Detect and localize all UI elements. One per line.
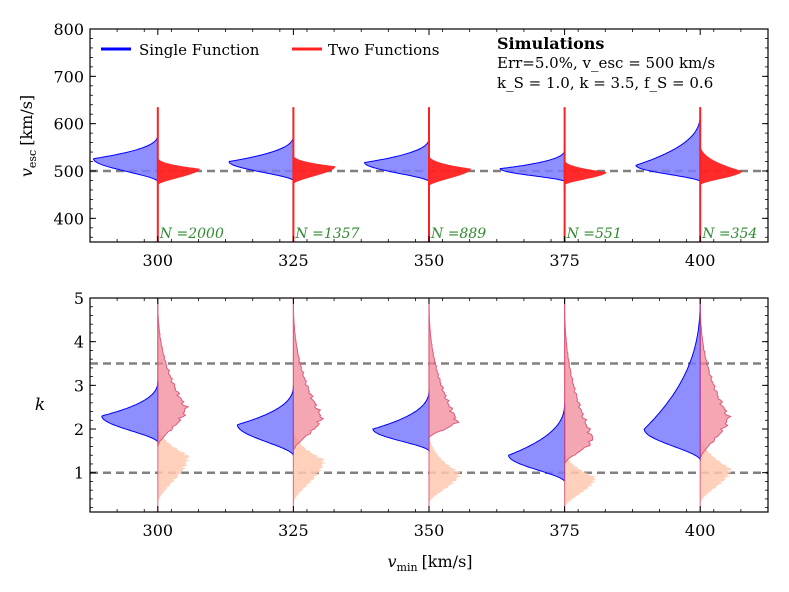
n-count-label: N =889 (430, 226, 486, 242)
violin-small-component (157, 420, 191, 504)
violin-single-function (101, 380, 159, 443)
xlabel-main: v (387, 552, 396, 571)
x-tick-label: 375 (549, 251, 580, 270)
annotation-line-2: k_S = 1.0, k = 3.5, f_S = 0.6 (497, 74, 713, 92)
xlabel-sub: min (397, 561, 418, 574)
x-tick-label: 300 (143, 521, 174, 540)
violin-single-function (635, 114, 701, 182)
xlabel-unit: [km/s] (422, 552, 473, 571)
x-tick-label: 400 (685, 521, 716, 540)
violin-single-function (499, 149, 566, 182)
violin-small-component (564, 446, 597, 508)
violin-small-component (429, 429, 461, 504)
annotation-title: Simulations (497, 34, 604, 53)
violin-two-functions (292, 298, 325, 452)
annotation-line-1: Err=5.0%, v_esc = 500 km/s (497, 54, 715, 72)
violin-two-functions (293, 154, 336, 185)
violin-single-function (643, 298, 701, 462)
n-count-label: N =1357 (294, 226, 359, 242)
violin-two-functions (157, 156, 200, 186)
x-tick-label: 325 (278, 521, 309, 540)
violin-single-function (372, 389, 430, 453)
violin-single-function (364, 137, 430, 182)
top-panel: N =2000 N =1357 N =889 N =551 N =354 400 500 60… (53, 20, 769, 270)
bottom-ylabel: k (35, 395, 45, 415)
y-tick-label: 600 (53, 115, 84, 134)
n-count-label: N =2000 (159, 226, 224, 242)
top-ylabel-main: v (17, 168, 36, 177)
y-tick-label: 700 (53, 67, 84, 86)
violin-single-function (228, 135, 294, 182)
violin-two-functions (699, 298, 732, 460)
y-tick-label: 3 (74, 376, 84, 395)
top-ylabel-unit: [km/s] (17, 95, 36, 146)
x-tick-label: 400 (685, 251, 716, 270)
y-tick-label: 800 (53, 20, 84, 39)
top-ylabel-sub: esc (26, 150, 39, 168)
violin-single-function (92, 134, 159, 182)
violin-two-functions (428, 298, 460, 440)
violin-two-functions (429, 154, 471, 187)
y-tick-label: 2 (74, 420, 84, 439)
y-tick-label: 400 (53, 209, 84, 228)
bottom-panel: 1 2 3 4 5 300 325 350 375 400 (74, 289, 769, 540)
violin-small-component (700, 429, 733, 504)
y-tick-label: 5 (74, 289, 84, 308)
y-tick-label: 1 (74, 464, 84, 483)
violin-two-functions (157, 298, 190, 447)
y-tick-label: 500 (53, 162, 84, 181)
violin-single-function (508, 402, 566, 482)
legend-single-label: Single Function (139, 41, 260, 59)
violin-two-functions (564, 298, 594, 465)
violin-two-functions (564, 159, 607, 186)
y-tick-label: 4 (74, 333, 84, 352)
x-tick-label: 300 (143, 251, 174, 270)
n-count-label: N =551 (566, 226, 622, 242)
x-axis-label: vmin [km/s] (387, 552, 472, 574)
violin-single-function (236, 385, 294, 456)
n-count-label: N =354 (701, 226, 757, 242)
x-tick-label: 325 (278, 251, 309, 270)
x-tick-label: 375 (549, 521, 580, 540)
top-ylabel: vesc [km/s] (17, 95, 39, 177)
x-tick-label: 350 (414, 251, 445, 270)
violin-small-component (293, 424, 327, 504)
violin-two-functions (700, 142, 743, 186)
legend-two-label: Two Functions (328, 41, 439, 59)
x-tick-label: 350 (414, 521, 445, 540)
